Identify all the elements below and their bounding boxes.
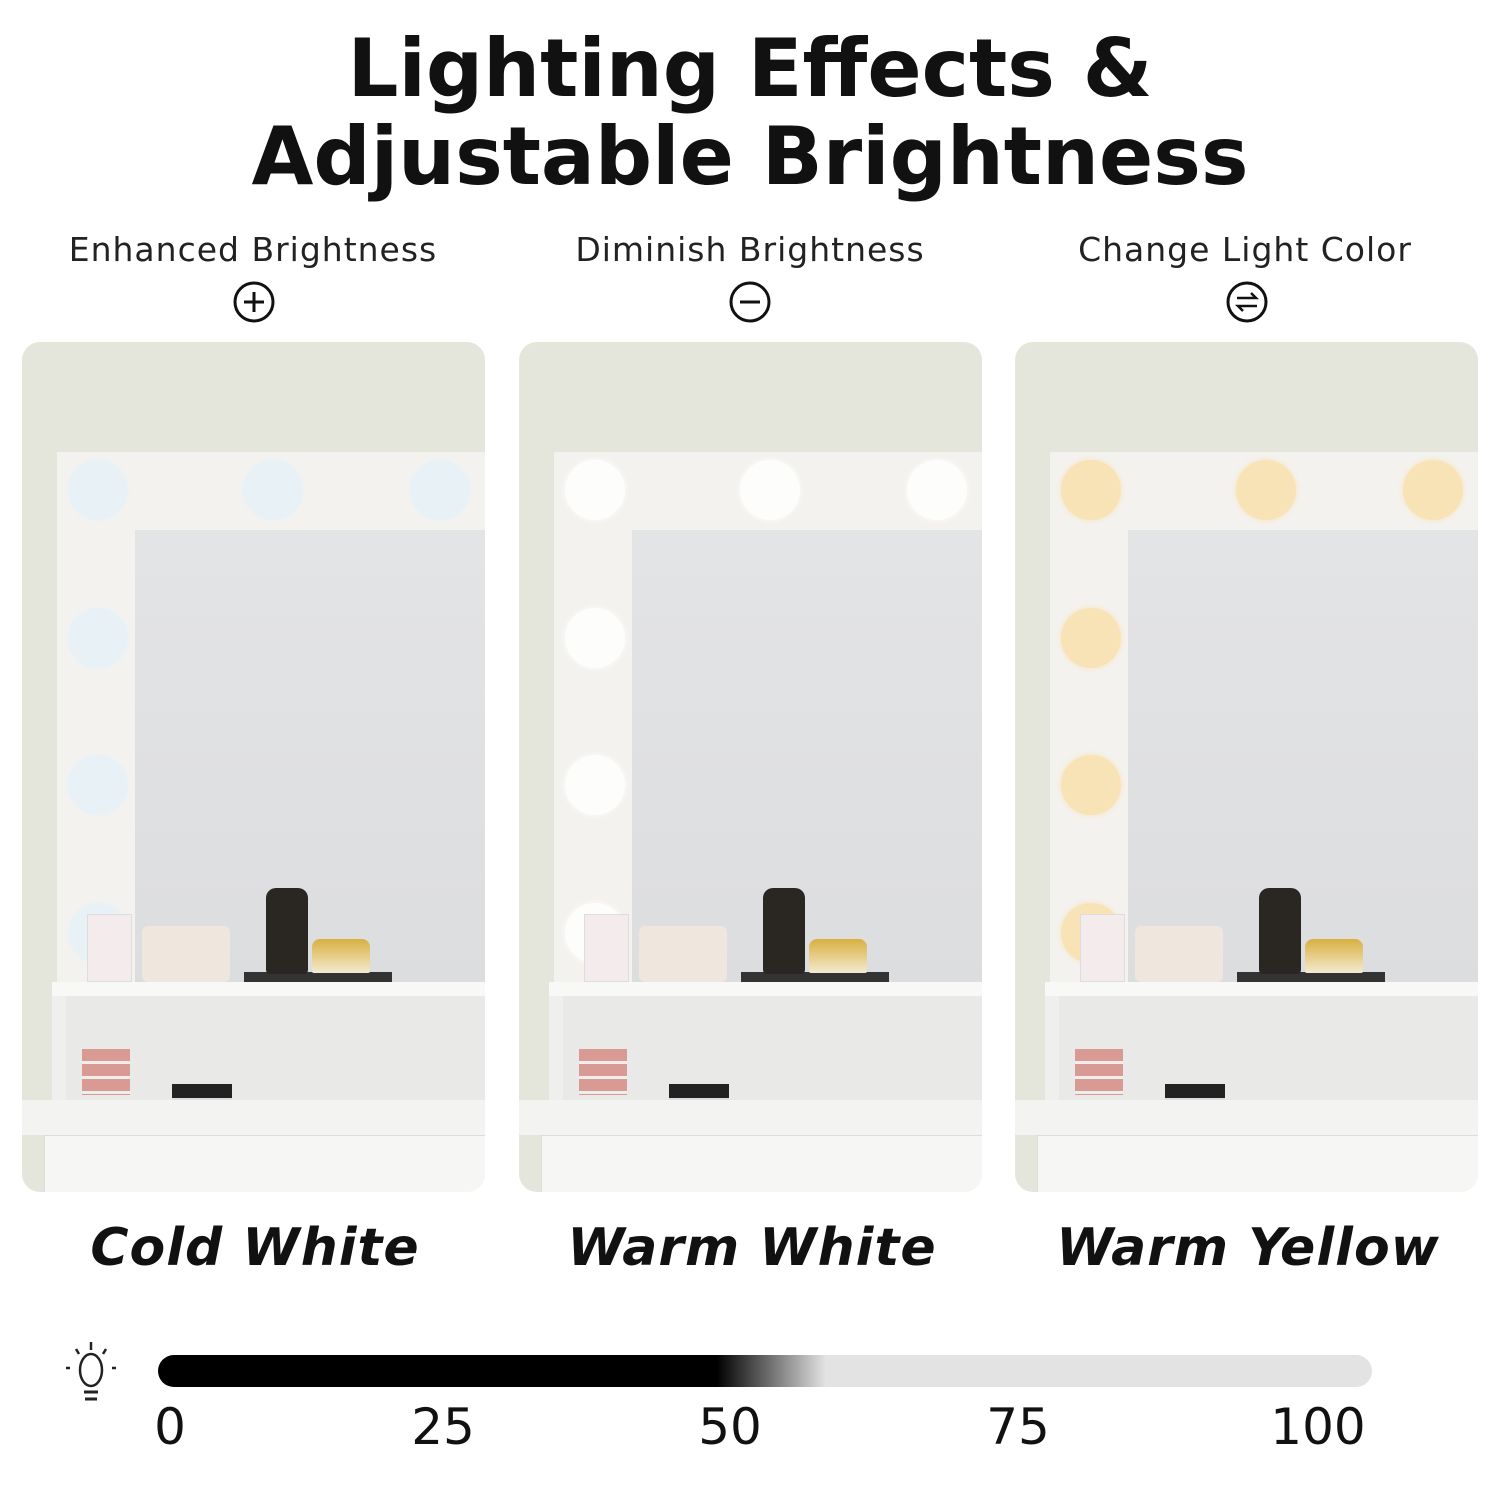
- black-bottle: [1259, 888, 1301, 974]
- light-bulb: [243, 460, 303, 520]
- shelf: [1045, 982, 1478, 1102]
- light-bulb: [1061, 608, 1121, 668]
- tick-label-0: 0: [154, 1398, 186, 1456]
- drawer[interactable]: [44, 1135, 485, 1192]
- shelf: [52, 982, 485, 1102]
- blush-compacts: [1075, 1049, 1123, 1095]
- blush-compacts: [579, 1049, 627, 1095]
- light-bulb: [68, 608, 128, 668]
- table-top: [1015, 1100, 1478, 1135]
- light-bulb: [740, 460, 800, 520]
- light-bulb: [565, 755, 625, 815]
- tick-label-100: 100: [1270, 1398, 1366, 1456]
- mode-warm-yellow-label: Warm Yellow: [1056, 1218, 1440, 1278]
- title-line-2: Adjustable Brightness: [251, 110, 1249, 203]
- gold-jar: [312, 939, 370, 973]
- tick-label-75: 75: [986, 1398, 1050, 1456]
- vanity-photo-warm-white: [519, 342, 982, 1192]
- mirror: [135, 530, 485, 985]
- blush-compacts: [82, 1049, 130, 1095]
- mirror: [1128, 530, 1478, 985]
- plus-circle-icon: [233, 281, 275, 323]
- light-bulb: [1061, 460, 1121, 520]
- light-bulb: [68, 755, 128, 815]
- minus-circle-icon: [729, 281, 771, 323]
- feature-enhance-label: Enhanced Brightness: [68, 230, 438, 269]
- light-bulb: [1061, 755, 1121, 815]
- vanity-photo-cold-white: [22, 342, 485, 1192]
- cream-jar: [142, 926, 230, 982]
- light-bulb: [565, 460, 625, 520]
- brightness-slider[interactable]: [158, 1355, 1372, 1387]
- light-bulb: [565, 608, 625, 668]
- mirror: [632, 530, 982, 985]
- perfume-bottle: [87, 914, 132, 982]
- perfume-bottle: [1080, 914, 1125, 982]
- black-bottle: [266, 888, 308, 974]
- feature-color-label: Change Light Color: [1078, 230, 1412, 269]
- feature-diminish-label: Diminish Brightness: [575, 230, 925, 269]
- cream-jar: [1135, 926, 1223, 982]
- black-bottle: [763, 888, 805, 974]
- tick-label-25: 25: [411, 1398, 475, 1456]
- drawer[interactable]: [541, 1135, 982, 1192]
- drawer[interactable]: [1037, 1135, 1478, 1192]
- title-line-1: Lighting Effects &: [347, 22, 1153, 115]
- tick-label-50: 50: [698, 1398, 762, 1456]
- swap-circle-icon: [1226, 281, 1268, 323]
- gold-jar: [1305, 939, 1363, 973]
- cream-jar: [639, 926, 727, 982]
- tray: [244, 972, 392, 982]
- lightbulb-icon: [66, 1342, 116, 1401]
- light-bulb: [410, 460, 470, 520]
- perfume-bottle: [584, 914, 629, 982]
- table-top: [22, 1100, 485, 1135]
- mode-warm-white-label: Warm White: [567, 1218, 937, 1278]
- vanity-photo-warm-yellow: [1015, 342, 1478, 1192]
- light-bulb: [68, 460, 128, 520]
- tray: [741, 972, 889, 982]
- light-bulb: [1236, 460, 1296, 520]
- light-bulb: [1403, 460, 1463, 520]
- tray: [1237, 972, 1385, 982]
- mode-cold-white-label: Cold White: [90, 1218, 420, 1278]
- gold-jar: [809, 939, 867, 973]
- light-bulb: [907, 460, 967, 520]
- table-top: [519, 1100, 982, 1135]
